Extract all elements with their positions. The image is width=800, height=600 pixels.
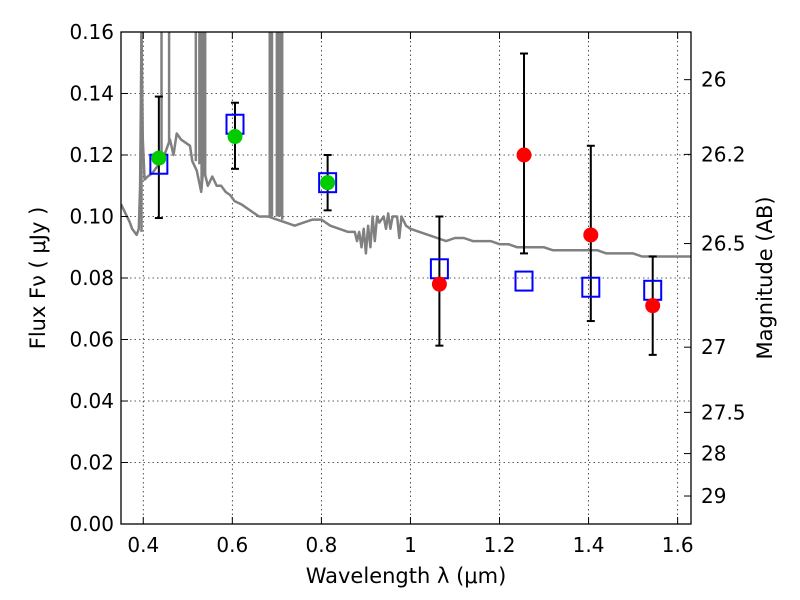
x-tick-label: 1.2 — [484, 533, 516, 557]
y2-tick-label: 28 — [701, 442, 726, 466]
x-tick-label: 0.6 — [216, 533, 248, 557]
y-tick-label: 0.08 — [69, 266, 114, 290]
y-axis-ticks: 0.00 0.02 0.04 0.06 0.08 0.10 0.12 0.14 0.16 — [69, 20, 128, 536]
x-tick-label: 0.4 — [127, 533, 159, 557]
model-square-marker — [581, 276, 601, 298]
y2-axis-ticks: 26 26.2 26.5 27 27.5 28 29 — [684, 68, 746, 508]
observed-point-marker — [431, 276, 447, 292]
y-tick-label: 0.16 — [69, 20, 114, 44]
x-axis-ticks: 0.4 0.6 0.8 1 1.2 1.4 1.6 — [127, 32, 694, 557]
y2-tick-label: 27 — [701, 335, 726, 359]
x-axis-title: Wavelength λ (μm) — [306, 564, 507, 588]
observed-point-marker — [645, 298, 661, 314]
y-tick-label: 0.12 — [69, 143, 114, 167]
data-markers — [149, 113, 663, 314]
y2-tick-label: 27.5 — [701, 400, 746, 424]
y-tick-label: 0.06 — [69, 328, 114, 352]
model-square-marker — [318, 172, 338, 194]
y-tick-label: 0.14 — [69, 82, 114, 106]
x-tick-label: 1 — [404, 533, 417, 557]
x-tick-label: 1.4 — [573, 533, 605, 557]
y2-tick-label: 29 — [701, 484, 726, 508]
observed-point-marker — [151, 150, 167, 166]
observed-point-marker — [227, 129, 243, 145]
sed-model-line — [121, 32, 691, 258]
observed-point-marker — [516, 147, 532, 163]
y-axis-title: Flux Fν ( μJy ) — [26, 207, 50, 350]
x-tick-label: 0.8 — [305, 533, 337, 557]
y-tick-label: 0.04 — [69, 389, 114, 413]
observed-point-marker — [320, 175, 336, 191]
y2-tick-label: 26 — [701, 68, 726, 92]
y-tick-label: 0.00 — [69, 512, 114, 536]
x-tick-label: 1.6 — [662, 533, 694, 557]
y2-tick-label: 26.2 — [701, 142, 746, 166]
emission-lines — [140, 32, 284, 232]
y2-tick-label: 26.5 — [701, 232, 746, 256]
observed-point-marker — [583, 227, 599, 243]
y-tick-label: 0.02 — [69, 451, 114, 475]
model-square-marker — [514, 270, 534, 292]
y2-axis-title: Magnitude (AB) — [753, 196, 777, 359]
y-tick-label: 0.10 — [69, 205, 114, 229]
